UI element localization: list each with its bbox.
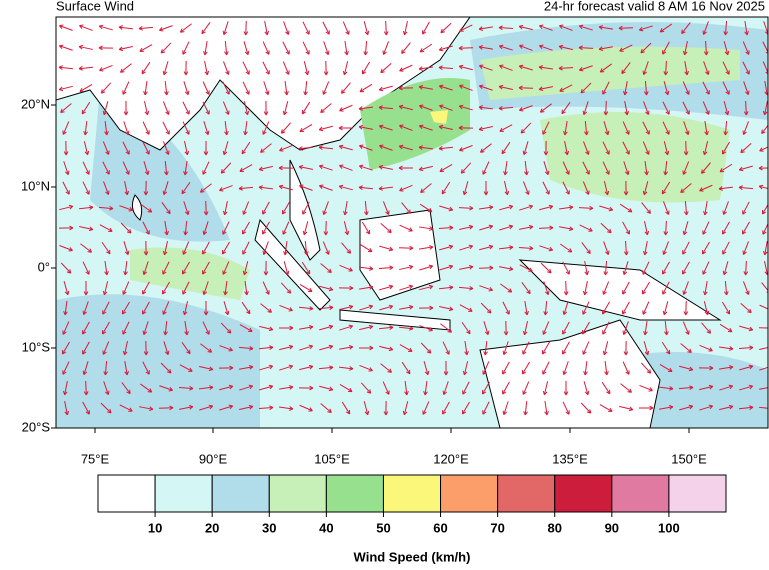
lat-label: 0° bbox=[38, 259, 50, 274]
color-box bbox=[498, 475, 555, 512]
wind-arrow bbox=[579, 208, 593, 209]
color-box bbox=[212, 475, 269, 512]
color-box bbox=[269, 475, 326, 512]
wind-arrow bbox=[566, 281, 567, 295]
color-box bbox=[98, 475, 155, 512]
legend-title: Wind Speed (km/h) bbox=[354, 549, 471, 564]
legend-tick-label: 100 bbox=[658, 520, 680, 535]
lon-label: 135°E bbox=[552, 451, 588, 466]
lon-label: 75°E bbox=[81, 451, 110, 466]
lat-label: 20°N bbox=[21, 96, 50, 111]
wind-arrow bbox=[519, 88, 533, 89]
title: Surface Wind bbox=[56, 0, 134, 13]
color-box bbox=[669, 475, 726, 512]
legend-tick-label: 60 bbox=[433, 520, 447, 535]
lat-label: 10°S bbox=[22, 339, 51, 354]
legend: 10 20 30 40 50 60 70 80 90 100 bbox=[98, 475, 726, 535]
color-box bbox=[326, 475, 383, 512]
wind-arrow bbox=[606, 101, 607, 115]
legend-tick-label: 30 bbox=[262, 520, 276, 535]
map-area bbox=[56, 17, 769, 428]
legend-tick-label: 40 bbox=[319, 520, 333, 535]
wind-arrow bbox=[386, 21, 387, 35]
wind-arrow bbox=[206, 201, 207, 215]
wind-arrow bbox=[86, 381, 87, 395]
legend-tick-label: 50 bbox=[376, 520, 390, 535]
lat-label: 10°N bbox=[21, 178, 50, 193]
lon-label: 150°E bbox=[671, 451, 707, 466]
wind-arrow bbox=[686, 301, 687, 315]
wind-arrow bbox=[459, 208, 473, 209]
color-box bbox=[155, 475, 212, 512]
wind-arrow bbox=[539, 228, 553, 229]
lon-label: 105°E bbox=[314, 451, 350, 466]
color-box bbox=[612, 475, 669, 512]
legend-tick-label: 70 bbox=[490, 520, 504, 535]
color-box bbox=[555, 475, 612, 512]
wind-arrow bbox=[619, 28, 633, 29]
lon-label: 120°E bbox=[433, 451, 469, 466]
lat-label: 20°S bbox=[22, 419, 51, 434]
wind-arrow bbox=[459, 48, 473, 49]
color-box bbox=[441, 475, 498, 512]
legend-tick-label: 20 bbox=[205, 520, 219, 535]
subtitle: 24-hr forecast valid 8 AM 16 Nov 2025 bbox=[544, 0, 765, 13]
legend-tick-label: 90 bbox=[605, 520, 619, 535]
lon-label: 90°E bbox=[199, 451, 228, 466]
color-box bbox=[383, 475, 440, 512]
legend-tick-label: 80 bbox=[547, 520, 561, 535]
legend-tick-label: 10 bbox=[148, 520, 162, 535]
